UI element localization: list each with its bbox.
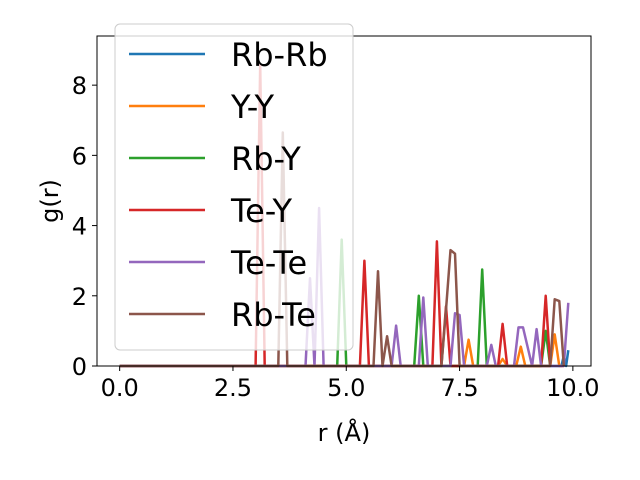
legend-label: Y-Y — [230, 88, 275, 126]
x-tick-label: 10.0 — [546, 374, 599, 402]
x-tick-label: 2.5 — [214, 374, 252, 402]
x-axis: 0.0 2.5 5.0 7.5 10.0 — [101, 366, 600, 402]
x-axis-label: r (Å) — [318, 418, 371, 447]
x-tick-label: 0.0 — [101, 374, 139, 402]
y-tick-label: 0 — [72, 353, 87, 381]
legend-label: Rb-Y — [231, 140, 301, 178]
y-tick-label: 2 — [72, 283, 87, 311]
x-tick-label: 5.0 — [327, 374, 365, 402]
y-tick-label: 6 — [72, 142, 87, 170]
y-tick-label: 4 — [72, 213, 87, 241]
legend: Rb-Rb Y-Y Rb-Y Te-Y Te-Te Rb-Te — [114, 23, 354, 351]
y-axis-label: g(r) — [36, 179, 64, 223]
y-axis: 0 2 4 6 8 — [72, 72, 97, 381]
legend-label: Te-Y — [230, 192, 293, 230]
x-tick-label: 7.5 — [440, 374, 478, 402]
y-tick-label: 8 — [72, 72, 87, 100]
legend-label: Te-Te — [230, 244, 307, 282]
legend-label: Rb-Te — [231, 296, 316, 334]
legend-label: Rb-Rb — [231, 36, 328, 74]
